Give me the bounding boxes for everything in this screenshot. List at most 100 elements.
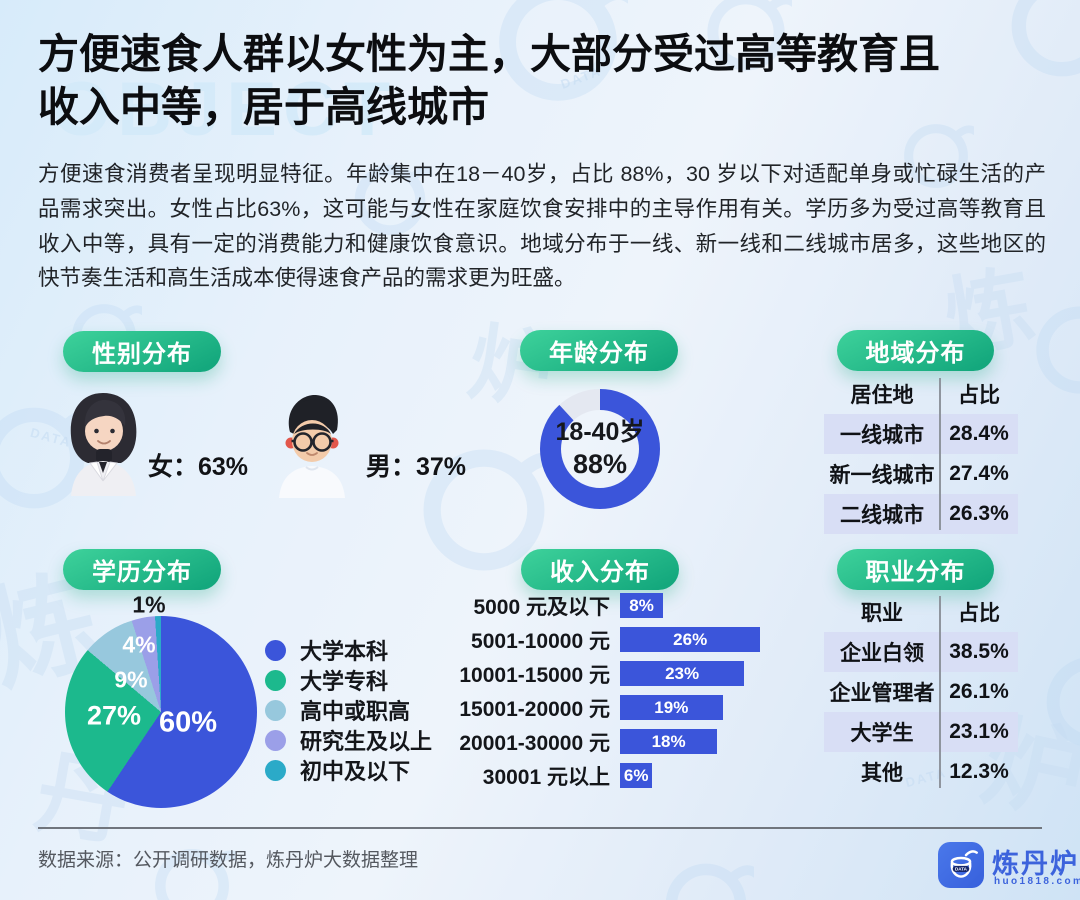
pie-label-highschool: 9% xyxy=(114,666,148,693)
watermark-ring-icon xyxy=(1046,658,1080,746)
section-pill-income: 收入分布 xyxy=(521,549,679,590)
income-bar: 6% xyxy=(620,763,653,788)
watermark-ring-icon xyxy=(1011,0,1080,77)
pie-label-graduate: 4% xyxy=(122,631,156,658)
table-header-cell: 占比 xyxy=(958,602,1000,625)
table-header-cell: 占比 xyxy=(958,384,1000,407)
age-donut-chart xyxy=(540,389,660,509)
male-avatar xyxy=(279,394,345,498)
income-bar: 23% xyxy=(620,661,745,686)
legend-item: 高中或职高 xyxy=(265,699,432,724)
table-category-cell: 企业管理者 xyxy=(829,682,935,705)
income-bracket-label: 10001-15000 元 xyxy=(459,663,610,687)
legend-label: 高中或职高 xyxy=(300,699,411,724)
male-share-label: 男：37% xyxy=(366,453,467,481)
section-pill-age: 年龄分布 xyxy=(520,330,678,371)
watermark-ring-icon xyxy=(665,863,754,900)
watermark-ring-icon xyxy=(155,849,236,900)
table-category-cell: 大学生 xyxy=(850,722,914,745)
watermark-ring-icon xyxy=(499,0,628,101)
table-value-cell: 23.1% xyxy=(949,720,1009,743)
section-pill-occupation: 职业分布 xyxy=(837,549,994,590)
table-row: 其他 12.3% xyxy=(824,752,1018,792)
table-value-cell: 27.4% xyxy=(949,462,1009,485)
age-donut-arc xyxy=(540,389,660,509)
pie-label-middleschool: 1% xyxy=(132,591,166,618)
income-bar-row: 10001-15000 元 23% xyxy=(440,661,1000,687)
legend-item: 初中及以下 xyxy=(265,759,432,784)
table-category-cell: 一线城市 xyxy=(840,424,924,447)
legend-label: 大学专科 xyxy=(300,669,389,694)
income-bar-row: 5001-10000 元 26% xyxy=(440,627,1000,653)
table-category-cell: 企业白领 xyxy=(840,642,924,665)
age-share-value: 88% xyxy=(572,448,628,479)
income-bracket-label: 5001-10000 元 xyxy=(471,629,610,653)
legend-dot-icon xyxy=(265,699,286,721)
table-row: 一线城市 28.4% xyxy=(824,414,1018,454)
legend-item: 大学本科 xyxy=(265,639,432,664)
female-share-label: 女：63% xyxy=(148,453,249,481)
watermark-ring-icon xyxy=(1036,306,1080,394)
income-bar-row: 30001 元以上 6% xyxy=(440,763,1000,789)
table-row: 企业管理者 26.1% xyxy=(824,672,1018,712)
brand-url: huo1818.com xyxy=(994,876,1080,887)
age-range-label: 18-40岁 xyxy=(555,417,645,446)
logo-data-word: DATA xyxy=(955,867,968,872)
income-bar: 26% xyxy=(620,627,761,652)
table-value-cell: 38.5% xyxy=(949,640,1009,663)
table-category-cell: 其他 xyxy=(861,762,903,785)
section-pill-education: 学历分布 xyxy=(63,549,221,590)
table-value-cell: 12.3% xyxy=(949,760,1009,783)
legend-item: 大学专科 xyxy=(265,669,432,694)
income-bar: 8% xyxy=(620,593,664,618)
data-source-text: 数据来源：公开调研数据，炼丹炉大数据整理 xyxy=(38,850,419,871)
legend-dot-icon xyxy=(265,669,286,691)
table-header-cell: 职业 xyxy=(861,602,903,625)
education-legend: 大学本科大学专科高中或职高研究生及以上 初中及以下 xyxy=(265,639,432,784)
table-header-row: 职业 占比 xyxy=(824,592,1018,632)
legend-item: 研究生及以上 xyxy=(265,729,432,754)
table-column-divider xyxy=(939,378,941,530)
pie-label-college: 27% xyxy=(86,700,142,731)
section-pill-gender: 性别分布 xyxy=(63,331,221,372)
legend-dot-icon xyxy=(265,759,286,781)
footer-divider xyxy=(38,827,1042,829)
table-value-cell: 26.1% xyxy=(949,680,1009,703)
table-row: 二线城市 26.3% xyxy=(824,494,1018,534)
legend-label: 初中及以下 xyxy=(300,759,411,784)
income-bar-row: 5000 元及以下 8% xyxy=(440,593,1000,619)
pie-label-bachelor: 60% xyxy=(158,706,218,739)
table-category-cell: 二线城市 xyxy=(840,504,924,527)
income-bar-row: 20001-30000 元 18% xyxy=(440,729,1000,755)
legend-dot-icon xyxy=(265,729,286,751)
cauldron-icon: DATA xyxy=(950,850,978,878)
income-bracket-label: 20001-30000 元 xyxy=(459,731,610,755)
brand-logo-icon: DATA xyxy=(938,842,984,888)
education-pie: 60% 27% 9% 4% 1% xyxy=(65,592,257,808)
income-bracket-label: 5000 元及以下 xyxy=(473,595,610,619)
intro-paragraph: 方便速食消费者呈现明显特征。年龄集中在18－40岁，占比 88%，30 岁以下对… xyxy=(38,162,1046,291)
legend-label: 研究生及以上 xyxy=(300,729,433,754)
age-donut-center-label: 18-40岁 88% xyxy=(536,385,664,513)
occupation-table: 职业 占比企业白领 38.5% 企业管理者 26.1% 大学生 23.1% 其他 12.3% xyxy=(824,592,1018,792)
table-header-row: 居住地 占比 xyxy=(824,374,1018,414)
income-bracket-label: 15001-20000 元 xyxy=(459,697,610,721)
income-bar-row: 15001-20000 元 19% xyxy=(440,695,1000,721)
table-row: 新一线城市 27.4% xyxy=(824,454,1018,494)
table-column-divider xyxy=(939,596,941,788)
table-value-cell: 26.3% xyxy=(949,502,1009,525)
page-title: 方便速食人群以女性为主，大部分受过高等教育且 收入中等，居于高线城市 xyxy=(38,31,940,131)
region-table: 居住地 占比一线城市 28.4% 新一线城市 27.4% 二线城市 26.3% xyxy=(824,374,1018,534)
watermark-ring-icon xyxy=(707,0,792,71)
table-value-cell: 28.4% xyxy=(949,422,1009,445)
brand-name: 炼丹炉 xyxy=(992,849,1079,879)
income-bars: 5000 元及以下 8% 5001-10000 元 26% 10001-15000 元 2… xyxy=(440,593,1000,789)
table-header-cell: 居住地 xyxy=(850,384,914,407)
watermark-ring-icon xyxy=(354,164,432,236)
female-avatar xyxy=(70,393,137,496)
income-bar: 18% xyxy=(620,729,718,754)
income-bracket-label: 30001 元以上 xyxy=(482,765,610,789)
watermark-ring-icon xyxy=(904,124,974,188)
section-pill-region: 地域分布 xyxy=(837,330,994,371)
